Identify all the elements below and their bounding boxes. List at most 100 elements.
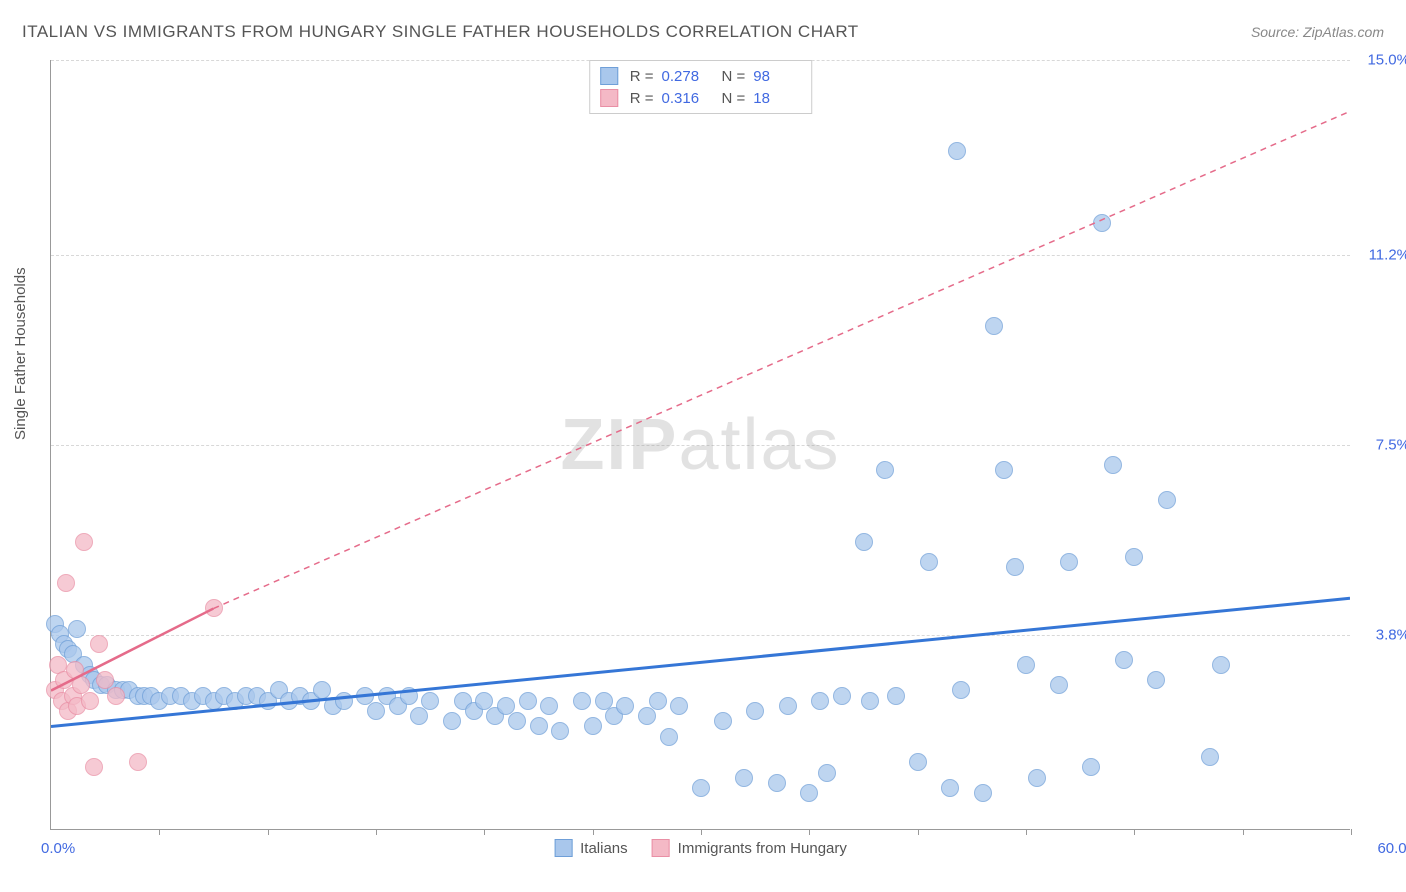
x-tick bbox=[484, 829, 485, 835]
data-point bbox=[400, 687, 418, 705]
data-point bbox=[1125, 548, 1143, 566]
x-tick bbox=[918, 829, 919, 835]
x-tick bbox=[1026, 829, 1027, 835]
legend-n-value-0: 98 bbox=[753, 68, 801, 85]
legend-label-hungary: Immigrants from Hungary bbox=[678, 840, 847, 857]
data-point bbox=[85, 758, 103, 776]
data-point bbox=[660, 728, 678, 746]
data-point bbox=[855, 533, 873, 551]
data-point bbox=[1050, 676, 1068, 694]
data-point bbox=[974, 784, 992, 802]
data-point bbox=[941, 779, 959, 797]
x-tick bbox=[376, 829, 377, 835]
data-point bbox=[1115, 651, 1133, 669]
data-point bbox=[1017, 656, 1035, 674]
y-tick-label: 7.5% bbox=[1355, 437, 1406, 454]
data-point bbox=[1201, 748, 1219, 766]
legend-stats-row-1: R = 0.316 N = 18 bbox=[600, 87, 802, 109]
data-point bbox=[1060, 553, 1078, 571]
legend-swatch-hungary bbox=[652, 839, 670, 857]
source-attribution: Source: ZipAtlas.com bbox=[1251, 24, 1384, 40]
data-point bbox=[107, 687, 125, 705]
data-point bbox=[584, 717, 602, 735]
data-point bbox=[1158, 491, 1176, 509]
data-point bbox=[887, 687, 905, 705]
data-point bbox=[746, 702, 764, 720]
data-point bbox=[800, 784, 818, 802]
data-point bbox=[833, 687, 851, 705]
data-point bbox=[530, 717, 548, 735]
data-point bbox=[768, 774, 786, 792]
legend-n-value-1: 18 bbox=[753, 90, 801, 107]
trend-line bbox=[213, 111, 1350, 608]
legend-item-italians: Italians bbox=[554, 839, 628, 857]
data-point bbox=[335, 692, 353, 710]
data-point bbox=[443, 712, 461, 730]
x-tick bbox=[159, 829, 160, 835]
data-point bbox=[1082, 758, 1100, 776]
legend-swatch-italians bbox=[600, 67, 618, 85]
data-point bbox=[735, 769, 753, 787]
legend-r-value-0: 0.278 bbox=[662, 68, 710, 85]
y-axis-title: Single Father Households bbox=[12, 267, 29, 440]
data-point bbox=[649, 692, 667, 710]
data-point bbox=[57, 574, 75, 592]
x-tick bbox=[268, 829, 269, 835]
plot-area: ZIPatlas 3.8%7.5%11.2%15.0% 0.0% 60.0% R… bbox=[50, 60, 1350, 830]
data-point bbox=[779, 697, 797, 715]
data-point bbox=[410, 707, 428, 725]
data-point bbox=[551, 722, 569, 740]
data-point bbox=[90, 635, 108, 653]
x-axis-start-label: 0.0% bbox=[41, 840, 75, 857]
data-point bbox=[129, 753, 147, 771]
data-point bbox=[920, 553, 938, 571]
x-tick bbox=[701, 829, 702, 835]
data-point bbox=[1006, 558, 1024, 576]
chart-title: ITALIAN VS IMMIGRANTS FROM HUNGARY SINGL… bbox=[22, 22, 859, 42]
legend-swatch-italians bbox=[554, 839, 572, 857]
legend-label-italians: Italians bbox=[580, 840, 628, 857]
data-point bbox=[995, 461, 1013, 479]
data-point bbox=[948, 142, 966, 160]
data-point bbox=[638, 707, 656, 725]
data-point bbox=[811, 692, 829, 710]
data-point bbox=[573, 692, 591, 710]
legend-n-label: N = bbox=[722, 68, 746, 85]
y-tick-label: 11.2% bbox=[1355, 247, 1406, 264]
y-gridline bbox=[51, 445, 1350, 446]
x-tick bbox=[809, 829, 810, 835]
data-point bbox=[1093, 214, 1111, 232]
legend-stats: R = 0.278 N = 98 R = 0.316 N = 18 bbox=[589, 60, 813, 114]
data-point bbox=[75, 533, 93, 551]
y-gridline bbox=[51, 255, 1350, 256]
data-point bbox=[818, 764, 836, 782]
legend-r-label: R = bbox=[630, 68, 654, 85]
data-point bbox=[876, 461, 894, 479]
data-point bbox=[519, 692, 537, 710]
data-point bbox=[692, 779, 710, 797]
legend-item-hungary: Immigrants from Hungary bbox=[652, 839, 847, 857]
y-tick-label: 3.8% bbox=[1355, 626, 1406, 643]
data-point bbox=[909, 753, 927, 771]
x-tick bbox=[1134, 829, 1135, 835]
legend-stats-row-0: R = 0.278 N = 98 bbox=[600, 65, 802, 87]
legend-r-value-1: 0.316 bbox=[662, 90, 710, 107]
x-tick bbox=[593, 829, 594, 835]
y-gridline bbox=[51, 635, 1350, 636]
data-point bbox=[421, 692, 439, 710]
data-point bbox=[81, 692, 99, 710]
data-point bbox=[1212, 656, 1230, 674]
x-tick bbox=[1243, 829, 1244, 835]
data-point bbox=[508, 712, 526, 730]
data-point bbox=[1147, 671, 1165, 689]
data-point bbox=[68, 620, 86, 638]
data-point bbox=[1028, 769, 1046, 787]
legend-r-label: R = bbox=[630, 90, 654, 107]
x-tick bbox=[1351, 829, 1352, 835]
data-point bbox=[670, 697, 688, 715]
data-point bbox=[1104, 456, 1122, 474]
data-point bbox=[714, 712, 732, 730]
data-point bbox=[205, 599, 223, 617]
trend-line bbox=[51, 598, 1350, 726]
data-point bbox=[540, 697, 558, 715]
